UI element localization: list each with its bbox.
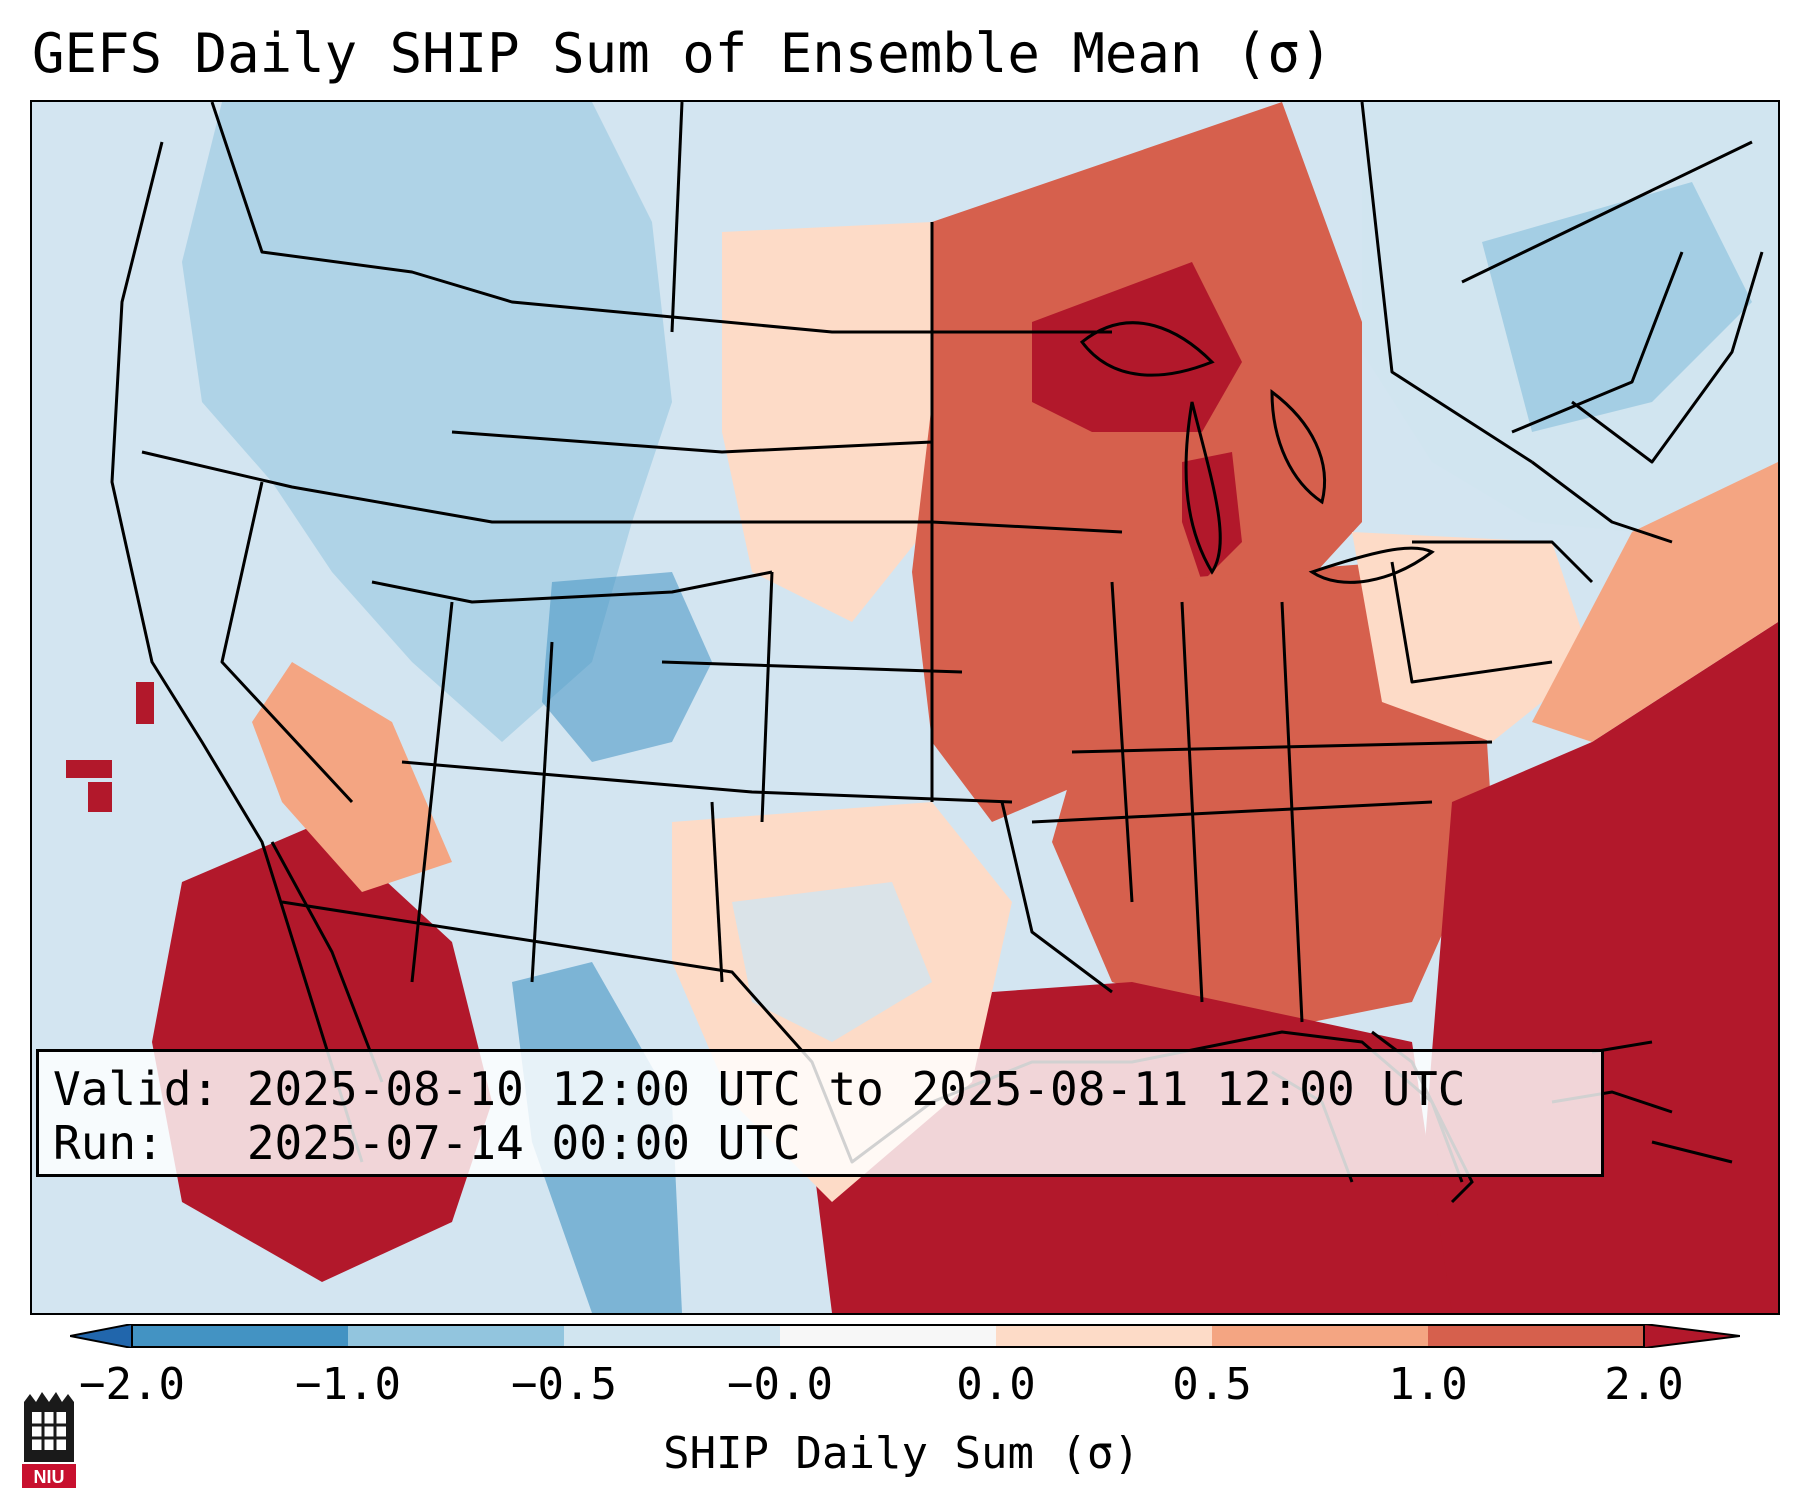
svg-text:NIU: NIU [34,1467,65,1487]
run-time-text: Run: 2025-07-14 00:00 UTC [53,1116,801,1170]
valid-time-text: Valid: 2025-08-10 12:00 UTC to 2025-08-1… [53,1062,1466,1116]
colorbar-bin-1 [132,1324,348,1348]
colorbar-tick-label: −0.5 [511,1359,617,1410]
colorbar-bin-3 [564,1324,780,1348]
colorbar-tick-label: 0.0 [956,1359,1036,1410]
colorbar-extend-low [70,1324,133,1348]
colorbar-tick-label: −2.0 [79,1359,185,1410]
colorbar-bin-7 [1428,1324,1644,1348]
colorbar-bin-6 [1212,1324,1428,1348]
colorbar-tick-label: 2.0 [1604,1359,1684,1410]
validity-info-box: Valid: 2025-08-10 12:00 UTC to 2025-08-1… [36,1049,1604,1177]
colorbar-tick-label: −0.0 [727,1359,833,1410]
colorbar-bin-4 [780,1324,996,1348]
map-title: GEFS Daily SHIP Sum of Ensemble Mean (σ) [32,22,1333,85]
colorbar-tick-label: 0.5 [1172,1359,1252,1410]
colorbar-tick-label: 1.0 [1388,1359,1468,1410]
colorbar-extend-high [1643,1324,1740,1348]
colorbar-label: SHIP Daily Sum (σ) [663,1428,1140,1479]
colorbar-bin-2 [348,1324,564,1348]
niu-logo: NIU [22,1392,76,1488]
colorbar-tick-label: −1.0 [295,1359,401,1410]
colorbar [70,1324,1740,1348]
colorbar-bin-5 [996,1324,1212,1348]
